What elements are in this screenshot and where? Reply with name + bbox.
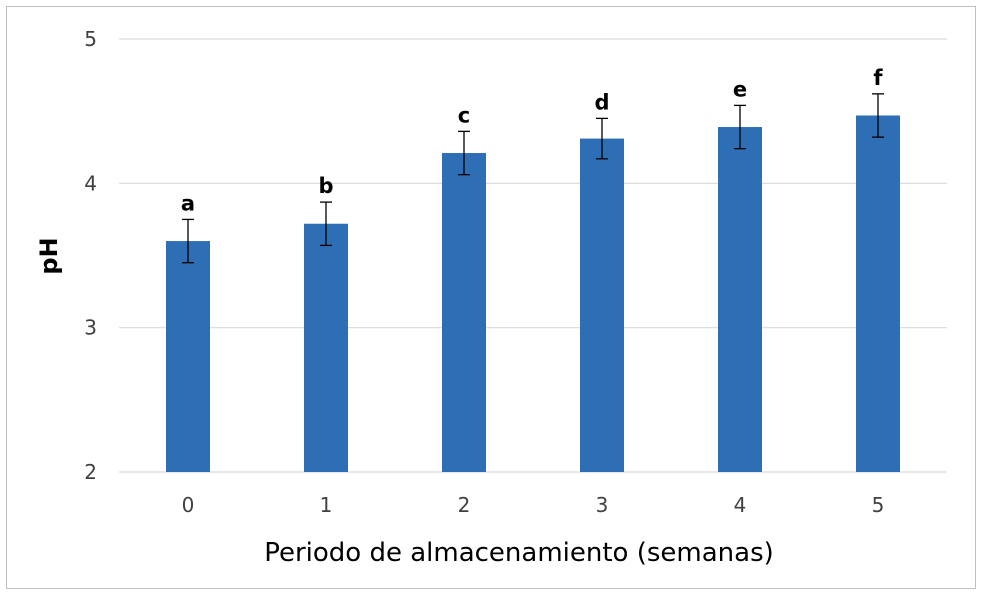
significance-label: d — [594, 90, 609, 114]
y-tick-label: 3 — [84, 316, 97, 340]
x-axis-label: Periodo de almacenamiento (semanas) — [264, 538, 774, 568]
x-tick-label: 1 — [320, 493, 333, 517]
chart-frame: 2 3 4 5 a b c d e f 0 1 2 3 4 5 pH Periodo de almacen… — [6, 6, 976, 589]
error-bars — [182, 93, 884, 264]
y-axis-ticks: 2 3 4 5 — [84, 27, 97, 484]
bar — [718, 127, 762, 472]
significance-label: c — [458, 103, 470, 127]
x-tick-label: 2 — [458, 493, 471, 517]
bar — [304, 223, 348, 472]
significance-label: a — [181, 191, 195, 215]
significance-label: e — [733, 77, 747, 101]
x-tick-label: 4 — [734, 493, 747, 517]
y-tick-label: 4 — [84, 171, 97, 195]
y-tick-label: 5 — [84, 27, 97, 51]
bar — [442, 153, 486, 473]
y-tick-label: 2 — [84, 460, 97, 484]
significance-label: f — [873, 66, 883, 90]
gridlines — [119, 38, 947, 473]
x-tick-label: 0 — [182, 493, 195, 517]
bars — [166, 115, 900, 473]
bar-chart: 2 3 4 5 a b c d e f 0 1 2 3 4 5 pH Periodo de almacen… — [35, 27, 947, 568]
significance-label: b — [318, 174, 333, 198]
significance-labels: a b c d e f — [181, 66, 884, 216]
bar — [166, 241, 210, 472]
x-tick-label: 5 — [872, 493, 885, 517]
y-axis-label: pH — [35, 237, 63, 274]
bar — [580, 138, 624, 472]
x-axis-ticks: 0 1 2 3 4 5 — [182, 493, 885, 517]
bar — [856, 115, 900, 472]
x-tick-label: 3 — [596, 493, 609, 517]
